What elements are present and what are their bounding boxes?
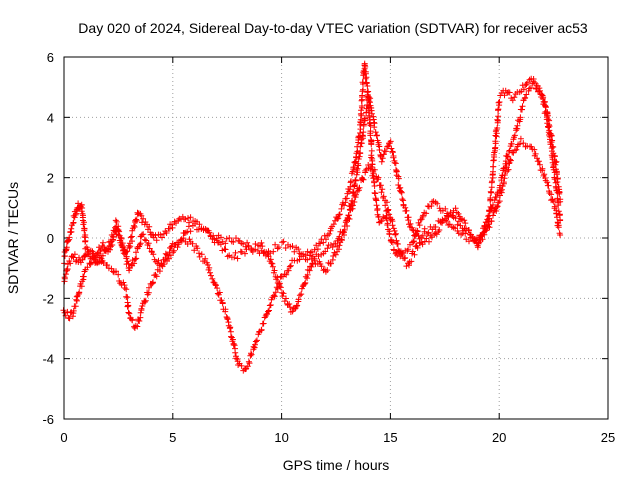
y-tick-label: 2 [47,171,54,186]
x-tick-label: 25 [601,430,615,445]
x-tick-label: 15 [383,430,397,445]
chart-title: Day 020 of 2024, Sidereal Day-to-day VTE… [78,20,588,36]
plot-area-frame [63,56,609,420]
y-axis-label: SDTVAR / TECUs [5,182,21,294]
y-tick-label: -2 [42,291,54,306]
x-tick-label: 20 [492,430,506,445]
data-series [60,60,564,374]
y-tick-label: 4 [47,110,54,125]
series-trace-c [61,75,564,315]
x-tick-label: 10 [274,430,288,445]
y-tick-label: 6 [47,50,54,65]
y-tick-label: -4 [42,352,54,367]
y-tick-label: -6 [42,412,54,427]
x-axis-label: GPS time / hours [283,457,390,473]
y-tick-label: 0 [47,231,54,246]
series-trace-a [61,60,564,267]
x-tick-label: 5 [169,430,176,445]
x-tick-label: 0 [60,430,67,445]
data-point-markers [61,60,564,267]
data-point-markers [61,75,564,315]
